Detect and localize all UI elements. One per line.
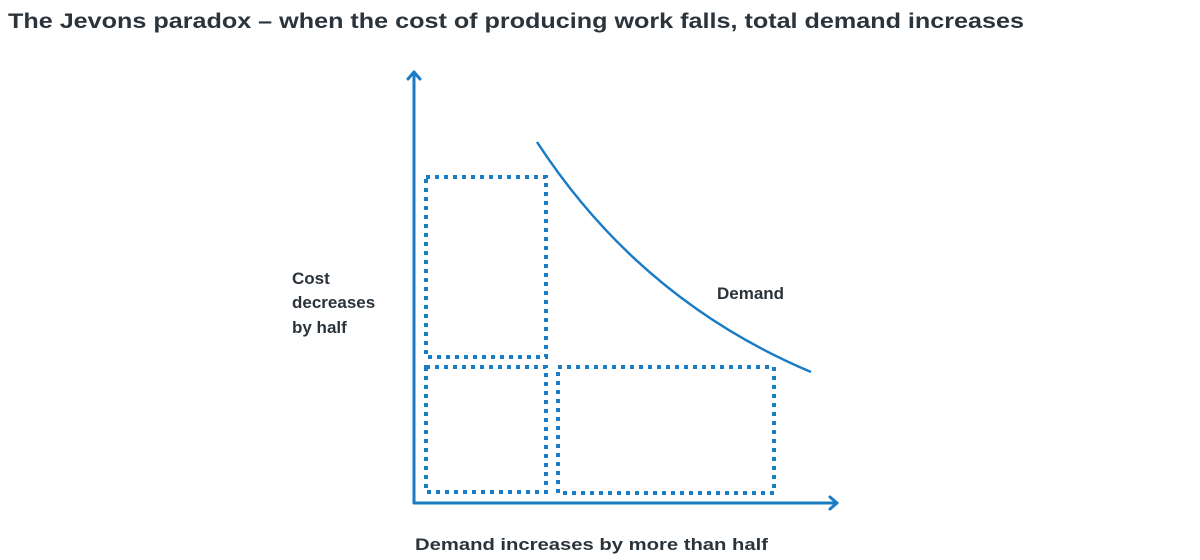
y-axis-label-line: Cost	[292, 269, 330, 288]
increased-demand-box	[556, 365, 776, 495]
y-axis-label-line: by half	[292, 318, 347, 337]
y-axis-label-line: decreases	[292, 293, 375, 312]
x-axis-arrow-icon	[828, 495, 839, 511]
y-axis-label: Cost decreases by half	[292, 269, 380, 337]
diagram-title: The Jevons paradox – when the cost of pr…	[8, 10, 1024, 33]
reduced-cost-box	[424, 365, 548, 494]
original-cost-box	[424, 175, 548, 359]
x-axis-label: Demand increases by more than half	[415, 535, 768, 554]
demand-curve	[535, 141, 812, 374]
demand-curve-label: Demand	[717, 284, 784, 303]
y-axis-arrow-icon	[406, 70, 422, 81]
